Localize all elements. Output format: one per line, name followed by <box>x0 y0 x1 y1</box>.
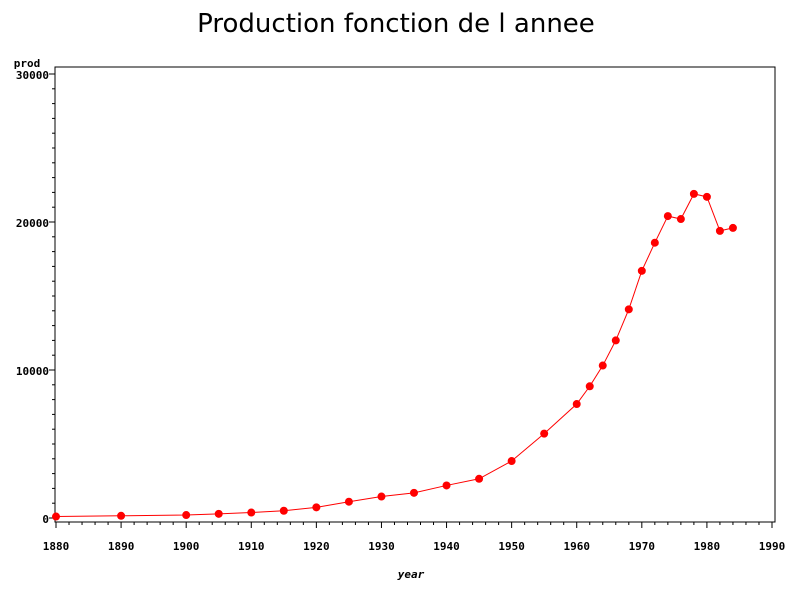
x-axis: 1880 1890 1900 1910 1920 1930 1940 1950 1960 1970… <box>43 522 786 553</box>
data-point <box>611 336 620 345</box>
y-axis-label: prod <box>14 57 41 70</box>
x-tick-label: 1900 <box>173 540 200 553</box>
x-tick-label: 1980 <box>694 540 721 553</box>
data-point <box>540 429 549 438</box>
data-point <box>507 457 516 466</box>
data-point <box>689 189 698 198</box>
series-group <box>52 189 737 521</box>
y-tick-label: 0 <box>42 513 49 526</box>
data-point <box>715 226 724 235</box>
x-tick-label: 1990 <box>759 540 786 553</box>
y-tick-label: 20000 <box>16 217 49 230</box>
data-point <box>442 481 451 490</box>
data-point <box>598 361 607 370</box>
data-point <box>312 503 321 512</box>
data-point <box>702 192 711 201</box>
x-tick-label: 1890 <box>108 540 135 553</box>
data-point <box>344 497 353 506</box>
data-point <box>247 508 256 517</box>
data-point <box>182 511 191 520</box>
chart-title: Production fonction de l annee <box>197 9 595 39</box>
data-point <box>585 382 594 391</box>
data-point <box>117 511 126 520</box>
data-point <box>410 488 418 497</box>
data-point <box>650 238 659 247</box>
x-tick-label: 1910 <box>238 540 265 553</box>
series-line <box>55 193 734 518</box>
x-tick-label: 1880 <box>43 540 70 553</box>
x-tick-label: 1940 <box>433 540 460 553</box>
data-point <box>475 474 484 483</box>
data-point <box>676 215 685 224</box>
y-tick-label: 30000 <box>16 69 49 82</box>
y-axis: 0 10000 20000 30000 <box>16 69 55 526</box>
data-point <box>572 400 581 409</box>
data-point <box>279 506 288 515</box>
x-tick-label: 1960 <box>563 540 590 553</box>
data-point <box>52 512 60 521</box>
x-tick-label: 1970 <box>629 540 656 553</box>
x-tick-label: 1920 <box>303 540 330 553</box>
x-tick-label: 1930 <box>368 540 395 553</box>
data-point <box>637 266 646 275</box>
plot-frame <box>54 66 776 523</box>
y-tick-label: 10000 <box>16 365 49 378</box>
x-axis-label: year <box>397 568 425 581</box>
data-point <box>728 223 737 232</box>
data-point <box>624 305 633 314</box>
data-point <box>663 212 672 221</box>
data-point <box>214 509 223 518</box>
data-point <box>377 492 386 501</box>
x-tick-label: 1950 <box>498 540 525 553</box>
